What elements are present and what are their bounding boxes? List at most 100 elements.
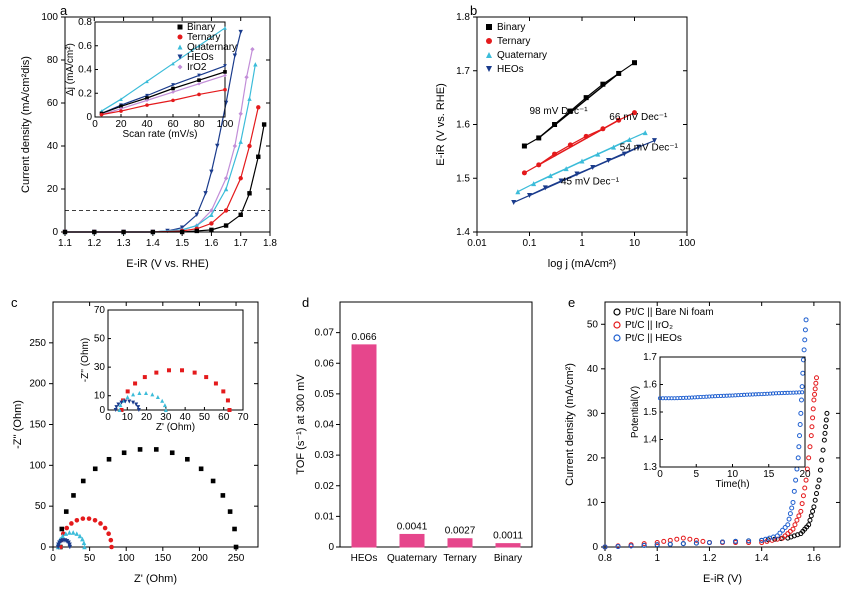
svg-text:0: 0 (40, 542, 46, 553)
svg-text:1.3: 1.3 (643, 462, 657, 473)
svg-text:Potential(V): Potential(V) (630, 386, 641, 438)
svg-text:0: 0 (86, 112, 92, 123)
panel-b-tafel: 0.010.11101001.41.51.61.71.8log j (mA/cm… (430, 5, 700, 275)
svg-text:150: 150 (154, 553, 171, 564)
svg-text:Quaternary: Quaternary (387, 553, 437, 564)
svg-text:Z' (Ohm): Z' (Ohm) (134, 573, 177, 585)
svg-text:40: 40 (587, 364, 599, 375)
svg-text:0: 0 (52, 227, 58, 238)
svg-text:0.8: 0.8 (78, 17, 92, 28)
svg-text:-Z'' (Ohm): -Z'' (Ohm) (12, 400, 24, 449)
svg-text:0.05: 0.05 (315, 389, 335, 400)
svg-text:200: 200 (191, 553, 208, 564)
svg-text:1.8: 1.8 (456, 12, 470, 23)
svg-text:1.2: 1.2 (87, 238, 101, 249)
svg-text:54 mV Dec⁻¹: 54 mV Dec⁻¹ (620, 142, 679, 153)
svg-text:0: 0 (328, 542, 334, 553)
panel-a-polarization: 1.11.21.31.41.51.61.71.8020406080100E-iR… (15, 5, 285, 275)
svg-text:0.01: 0.01 (315, 511, 335, 522)
svg-text:Ternary: Ternary (497, 36, 530, 47)
svg-text:Time(h): Time(h) (715, 479, 749, 490)
svg-text:0.07: 0.07 (315, 328, 335, 339)
svg-text:250: 250 (29, 338, 46, 349)
svg-text:HEOs: HEOs (351, 553, 378, 564)
svg-text:66 mV Dec⁻¹: 66 mV Dec⁻¹ (609, 112, 668, 123)
svg-text:30: 30 (94, 362, 106, 373)
svg-text:50: 50 (35, 501, 47, 512)
svg-text:45 mV Dec⁻¹: 45 mV Dec⁻¹ (561, 177, 620, 188)
svg-text:0.8: 0.8 (598, 553, 612, 564)
svg-text:HEOs: HEOs (497, 64, 524, 75)
svg-text:1.8: 1.8 (263, 238, 277, 249)
svg-text:250: 250 (228, 553, 245, 564)
svg-text:0: 0 (657, 469, 663, 480)
svg-text:0.0027: 0.0027 (445, 526, 476, 537)
svg-text:98 mV Dec⁻¹: 98 mV Dec⁻¹ (530, 106, 589, 117)
svg-text:Current density (mA/cm²dis): Current density (mA/cm²dis) (20, 56, 32, 193)
svg-text:1.6: 1.6 (204, 238, 218, 249)
svg-text:70: 70 (237, 412, 249, 423)
svg-text:0.066: 0.066 (351, 332, 376, 343)
svg-text:Current density (mA/cm²): Current density (mA/cm²) (564, 363, 576, 486)
svg-text:0.2: 0.2 (78, 88, 92, 99)
svg-text:1.7: 1.7 (234, 238, 248, 249)
svg-text:1.7: 1.7 (643, 352, 657, 363)
svg-text:0: 0 (105, 412, 111, 423)
svg-text:100: 100 (29, 460, 46, 471)
svg-text:TOF (s⁻¹) at 300 mV: TOF (s⁻¹) at 300 mV (295, 374, 307, 475)
svg-text:1.4: 1.4 (755, 553, 769, 564)
svg-text:20: 20 (47, 184, 59, 195)
svg-text:0.03: 0.03 (315, 450, 335, 461)
svg-text:0: 0 (92, 119, 98, 130)
panel-c-nyquist: 050100150200250050100150200250Z' (Ohm)-Z… (8, 290, 268, 590)
svg-text:1.6: 1.6 (643, 380, 657, 391)
svg-text:0.02: 0.02 (315, 481, 335, 492)
svg-text:0: 0 (50, 553, 56, 564)
svg-text:1.5: 1.5 (643, 407, 657, 418)
svg-text:10: 10 (629, 238, 641, 249)
svg-text:E-iR (V vs. RHE): E-iR (V vs. RHE) (435, 83, 447, 166)
svg-text:20: 20 (799, 469, 811, 480)
svg-text:1.4: 1.4 (643, 435, 657, 446)
svg-text:60: 60 (218, 412, 230, 423)
svg-text:15: 15 (763, 469, 775, 480)
svg-text:1.7: 1.7 (456, 66, 470, 77)
svg-text:0.06: 0.06 (315, 358, 335, 369)
svg-text:Quaternary: Quaternary (497, 50, 547, 61)
svg-text:1.4: 1.4 (146, 238, 160, 249)
svg-text:10: 10 (122, 412, 134, 423)
svg-text:40: 40 (47, 141, 59, 152)
svg-text:1: 1 (654, 553, 660, 564)
svg-text:0.4: 0.4 (78, 65, 92, 76)
panel-label-c: c (11, 295, 18, 310)
svg-text:50: 50 (94, 334, 106, 345)
svg-text:Pt/C || IrO₂: Pt/C || IrO₂ (625, 320, 673, 331)
svg-text:50: 50 (84, 553, 96, 564)
panel-label-b: b (470, 3, 477, 18)
svg-text:100: 100 (679, 238, 696, 249)
svg-text:150: 150 (29, 420, 46, 431)
svg-text:0: 0 (99, 405, 105, 416)
svg-text:20: 20 (587, 453, 599, 464)
svg-text:1.5: 1.5 (456, 173, 470, 184)
panel-e-overall: 0.811.21.41.601020304050E-iR (V)Current … (560, 290, 850, 590)
svg-text:Scan rate (mV/s): Scan rate (mV/s) (122, 129, 197, 140)
svg-text:0.0011: 0.0011 (493, 531, 523, 542)
svg-text:Z' (Ohm): Z' (Ohm) (156, 422, 195, 433)
svg-text:1.6: 1.6 (456, 120, 470, 131)
svg-text:10: 10 (94, 391, 106, 402)
svg-text:0.0041: 0.0041 (397, 521, 428, 532)
panel-d-tof-bar: 00.010.020.030.040.050.060.070.066HEOs0.… (290, 290, 540, 590)
svg-text:100: 100 (41, 12, 58, 23)
svg-text:0.01: 0.01 (467, 238, 487, 249)
svg-text:1.5: 1.5 (175, 238, 189, 249)
svg-text:50: 50 (199, 412, 211, 423)
svg-text:100: 100 (217, 119, 234, 130)
panel-label-d: d (302, 295, 309, 310)
svg-text:1.6: 1.6 (807, 553, 821, 564)
svg-text:0.1: 0.1 (523, 238, 537, 249)
svg-text:1.1: 1.1 (58, 238, 72, 249)
svg-text:5: 5 (693, 469, 699, 480)
svg-text:E-iR (V vs. RHE): E-iR (V vs. RHE) (126, 258, 209, 270)
svg-text:1.2: 1.2 (702, 553, 716, 564)
